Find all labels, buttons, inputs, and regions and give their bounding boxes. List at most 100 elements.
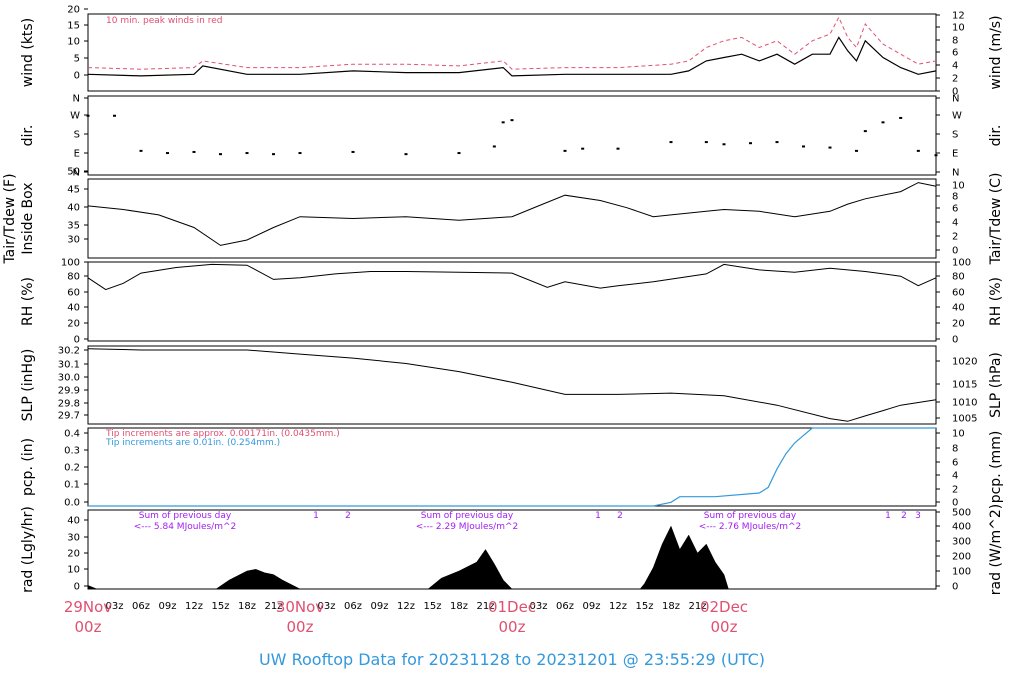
x-hour-label: 03z: [106, 601, 124, 612]
rad-marker: 2: [617, 511, 623, 521]
rad-left-tick-label: 40: [67, 516, 80, 527]
wind-left-tick-label: 10: [67, 37, 80, 48]
dir-point: [457, 152, 461, 155]
pcp-right-tick-label: 4: [952, 471, 958, 482]
dir-point: [775, 141, 779, 144]
rh-left-tick-label: 100: [61, 258, 80, 269]
rh-line: [87, 263, 937, 291]
slp-right-label: SLP (hPa): [988, 352, 1004, 418]
pcp-left-tick-label: 0.1: [64, 480, 80, 491]
pcp-left-tick-label: 0.2: [64, 463, 80, 474]
rad-left-label: rad (Lgly/hr): [20, 506, 36, 593]
dir-left-tick-label: S: [74, 130, 80, 141]
x-hour-label: 09z: [159, 601, 177, 612]
dir-point: [749, 142, 752, 145]
wind-right-tick-label: 10: [952, 23, 965, 34]
pcp-right-label: pcp. (mm): [988, 431, 1004, 504]
pcp-left-tick-label: 0.3: [64, 446, 80, 457]
rad-right-tick-label: 400: [952, 522, 971, 533]
wind-left-tick-label: 5: [74, 54, 80, 65]
x-hour-label: 06z: [132, 601, 150, 612]
rad-sum-line1: Sum of previous day: [704, 511, 797, 521]
pcp-left-tick-label: 0.4: [64, 429, 80, 440]
dir-frame: [87, 95, 937, 176]
wind-right-tick-label: 8: [952, 36, 958, 47]
slp-right-tick-label: 1010: [952, 398, 977, 409]
dir-point: [166, 152, 169, 155]
x-day-hour-label: 00z: [711, 618, 738, 636]
slp-left-tick-label: 30.1: [58, 360, 80, 371]
rad-area: [87, 525, 936, 590]
temp-left-label-2: Inside Box: [20, 182, 36, 254]
wind-right-tick-label: 2: [952, 74, 958, 85]
dir-left-tick-label: N: [73, 94, 80, 105]
rad-sum-line1: Sum of previous day: [139, 511, 232, 521]
rad-right-tick-label: 100: [952, 567, 971, 578]
dir-point: [492, 145, 496, 148]
temp-left-tick-label: 35: [67, 221, 80, 232]
x-hour-label: 15z: [424, 601, 442, 612]
dir-point: [219, 153, 222, 156]
x-hour-label: 21z: [265, 601, 283, 612]
rad-right-tick-label: 300: [952, 537, 971, 548]
rad-right-tick-label: 0: [952, 582, 958, 593]
temp-left-tick-label: 50: [67, 167, 80, 178]
slp-right-tick-label: 1015: [952, 380, 977, 391]
x-day-label: 29Nov: [64, 598, 112, 616]
dir-point: [192, 150, 196, 153]
x-day-label: 02Dec: [700, 598, 748, 616]
x-hour-label: 15z: [212, 601, 230, 612]
dir-point: [863, 130, 867, 133]
rad-left-tick-label: 10: [67, 565, 80, 576]
temp-right-label: Tair/Tdew (C): [988, 173, 1004, 266]
rh-right-tick-label: 0: [952, 335, 958, 346]
rad-marker: 1: [313, 511, 319, 521]
slp-left-tick-label: 29.7: [58, 411, 80, 422]
dir-point: [934, 154, 938, 157]
rh-frame: [87, 261, 937, 342]
wind-left-tick-label: 15: [67, 21, 80, 32]
rad-right-label: rad (W/m^2): [988, 504, 1004, 595]
x-day-label: 30Nov: [276, 598, 324, 616]
rad-marker: 1: [595, 511, 601, 521]
rad-marker: 3: [915, 511, 921, 521]
dir-left-tick-label: W: [70, 111, 80, 122]
rh-right-tick-label: 60: [952, 288, 965, 299]
temp-left-tick-label: 40: [67, 203, 80, 214]
pcp-left-label: pcp. (in): [20, 438, 36, 496]
dir-point: [245, 152, 249, 155]
temp-line: [87, 182, 937, 246]
dir-right-label: dir.: [988, 125, 1004, 147]
rad-marker: 1: [885, 511, 891, 521]
pcp-right-tick-label: 6: [952, 458, 958, 469]
dir-point: [139, 149, 143, 152]
dir-point: [899, 116, 903, 119]
dir-point: [351, 150, 355, 153]
wind-right-tick-label: 4: [952, 61, 958, 72]
dir-point: [881, 121, 885, 124]
rh-panel: 0 20 40 60 80 100 0 20 40 60 80 100 RH (%) RH (%): [20, 258, 1004, 346]
wind-note: 10 min. peak winds in red: [106, 16, 223, 26]
dir-point: [581, 147, 585, 150]
dir-point: [404, 153, 408, 156]
rad-right-tick-label: 500: [952, 508, 971, 519]
x-hour-label: 12z: [397, 601, 415, 612]
wind-right-label: wind (m/s): [988, 15, 1004, 89]
x-day-label: 01Dec: [488, 598, 536, 616]
dir-point: [802, 145, 805, 148]
rad-sum-line2: <--- 2.76 MJoules/m^2: [699, 522, 801, 532]
pcp-note-1: Tip increments are approx. 0.00171in. (0…: [105, 429, 340, 439]
wind-right-tick-label: 12: [952, 11, 965, 22]
slp-left-tick-label: 30.0: [58, 373, 80, 384]
slp-line: [87, 348, 937, 422]
pcp-right-tick-label: 8: [952, 444, 958, 455]
dir-point: [510, 119, 514, 122]
wind-left-tick-label: 20: [67, 5, 80, 16]
dir-left-tick-label: N: [73, 168, 80, 179]
x-hour-label: 12z: [609, 601, 627, 612]
dir-point: [722, 143, 726, 146]
dir-right-tick-label: N: [952, 168, 959, 179]
x-hour-label: 06z: [556, 601, 574, 612]
